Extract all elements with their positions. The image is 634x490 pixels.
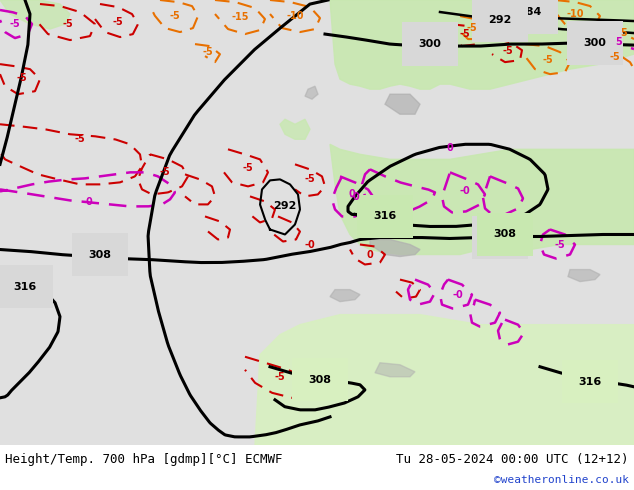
Text: 308: 308 (489, 232, 512, 243)
Text: -5: -5 (275, 372, 285, 382)
Text: -5: -5 (63, 19, 74, 29)
Text: 0: 0 (366, 249, 373, 260)
Text: 284: 284 (519, 7, 541, 17)
Text: 300: 300 (418, 39, 441, 49)
Text: -5: -5 (113, 17, 124, 27)
Polygon shape (305, 86, 318, 99)
Text: -15: -15 (231, 12, 249, 22)
Text: -5: -5 (304, 174, 315, 184)
Text: Height/Temp. 700 hPa [gdmp][°C] ECMWF: Height/Temp. 700 hPa [gdmp][°C] ECMWF (5, 453, 283, 466)
Text: -5: -5 (10, 19, 20, 29)
Polygon shape (568, 270, 600, 282)
Text: 308: 308 (493, 229, 517, 240)
Text: -5: -5 (467, 23, 477, 33)
Text: 316: 316 (373, 212, 397, 221)
Text: 300: 300 (583, 38, 607, 48)
Text: 5: 5 (616, 37, 623, 47)
Text: -5: -5 (555, 240, 566, 249)
Text: 292: 292 (488, 15, 512, 25)
Text: -5: -5 (503, 46, 514, 56)
Text: Tu 28-05-2024 00:00 UTC (12+12): Tu 28-05-2024 00:00 UTC (12+12) (396, 453, 629, 466)
Text: 316: 316 (13, 282, 37, 292)
Polygon shape (330, 0, 634, 89)
Polygon shape (370, 240, 420, 257)
Text: -5: -5 (243, 163, 254, 173)
Text: -0: -0 (460, 186, 470, 196)
Text: -10: -10 (566, 9, 584, 19)
Text: -5: -5 (610, 52, 621, 62)
Text: 308: 308 (89, 249, 112, 260)
Text: -0: -0 (82, 197, 93, 207)
Text: -5: -5 (160, 168, 171, 177)
Text: -5: -5 (203, 47, 214, 57)
Polygon shape (255, 315, 634, 445)
Text: 292: 292 (273, 201, 297, 211)
Text: 316: 316 (578, 377, 602, 387)
Text: -0: -0 (304, 240, 315, 249)
Polygon shape (385, 94, 420, 114)
Text: -5: -5 (170, 11, 181, 21)
Text: -5: -5 (75, 134, 86, 144)
Text: -5: -5 (543, 55, 553, 65)
Polygon shape (330, 290, 360, 302)
Polygon shape (330, 144, 634, 254)
Text: -5: -5 (16, 73, 27, 83)
Text: ©weatheronline.co.uk: ©weatheronline.co.uk (494, 475, 629, 485)
Text: 5: 5 (621, 28, 628, 38)
Text: 0: 0 (446, 143, 453, 153)
Text: 308: 308 (309, 375, 332, 385)
Polygon shape (0, 0, 70, 29)
Text: -10: -10 (286, 11, 304, 21)
Text: -5: -5 (460, 29, 470, 39)
Text: -0: -0 (349, 193, 360, 202)
Text: -0: -0 (453, 290, 463, 299)
Text: 0: 0 (349, 190, 356, 199)
Polygon shape (280, 119, 310, 139)
Polygon shape (375, 363, 415, 377)
